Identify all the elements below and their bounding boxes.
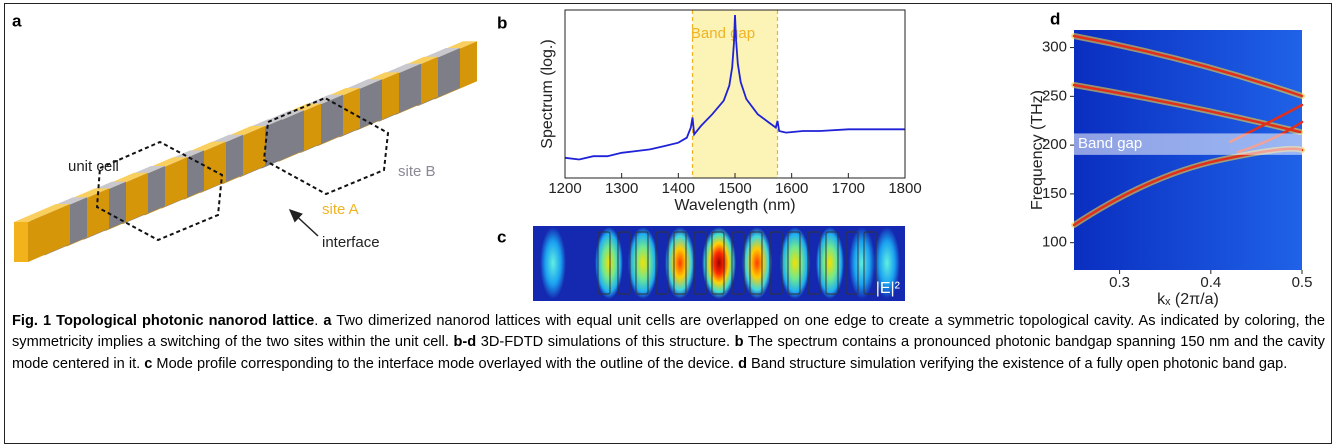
unit-cell-outline — [262, 96, 390, 196]
rod-outline — [787, 231, 801, 295]
field-lobe — [816, 227, 844, 299]
field-lobe — [780, 227, 810, 299]
x-tick-label: 1800 — [888, 180, 921, 197]
site-a-label: site A — [322, 201, 359, 218]
x-tick-label: 0.3 — [1109, 274, 1130, 291]
rod-outline — [673, 231, 687, 295]
panel-label: d — [1050, 9, 1060, 28]
caption-run: The spectrum contains a pronounced photo… — [12, 334, 1325, 372]
rod-outline — [749, 231, 763, 295]
x-tick-label: 1500 — [718, 180, 751, 197]
rod-outline — [617, 231, 631, 295]
rod-outline — [769, 231, 783, 295]
caption-bold-run: b-d — [453, 334, 477, 351]
caption-run: 3D-FDTD simulations of this structure. — [476, 334, 735, 351]
field-lobe — [742, 227, 772, 299]
field-lobe — [702, 227, 736, 299]
band-structure-plot: Band gap 100 150 200 250 300 0.3 0.4 0.5 kₓ (2π/a… — [1029, 39, 1312, 309]
unit-cell-outline — [95, 140, 224, 242]
field-lobe — [628, 227, 658, 299]
y-tick-label: 300 — [1042, 39, 1067, 56]
rod-outline — [731, 231, 745, 295]
band-gap-region — [1074, 133, 1302, 155]
mode-profile — [540, 227, 900, 299]
spectrum-line — [564, 14, 905, 161]
x-tick-label: 0.5 — [1292, 274, 1313, 291]
spectrum-plot: Band gap 1200 1300 1400 1500 1600 1700 1800 Wave… — [539, 9, 922, 214]
field-lobe — [665, 227, 695, 299]
x-tick-label: 1300 — [605, 180, 638, 197]
caption-bold-run: Fig. 1 Topological photonic nanorod latt… — [12, 313, 315, 329]
rod-outline — [863, 231, 877, 295]
caption-run: Two dimerized nanorod lattices with equa… — [12, 313, 1326, 351]
interface-label: interface — [322, 234, 380, 251]
y-tick-label: 250 — [1042, 87, 1067, 104]
rod-outline — [807, 231, 821, 295]
rod-front — [14, 222, 28, 262]
field-lobe — [874, 227, 900, 299]
y-axis-label: Frequency (THz) — [1029, 90, 1046, 210]
x-tick-label: 1700 — [832, 180, 865, 197]
unit-cell-label: unit cell — [68, 158, 119, 175]
rod-outline — [825, 231, 839, 295]
field-lobe — [595, 227, 623, 299]
caption-run: Band structure simulation verifying the … — [747, 355, 1288, 372]
site-b-label: site B — [398, 163, 436, 180]
nanorod-illustration — [14, 41, 477, 262]
panel-label: a — [12, 11, 22, 30]
x-axis-label: Wavelength (nm) — [674, 197, 795, 214]
field-label: |E|² — [876, 280, 901, 297]
x-axis-label: kₓ (2π/a) — [1157, 291, 1219, 308]
y-tick-label: 100 — [1042, 234, 1067, 251]
caption-run: . — [314, 313, 324, 329]
caption-bold-run: d — [738, 355, 747, 372]
x-tick-label: 1200 — [548, 180, 581, 197]
rod-outline — [597, 231, 611, 295]
y-tick-label: 200 — [1042, 136, 1067, 153]
rod-outline — [655, 231, 669, 295]
field-lobe — [849, 227, 875, 299]
figure-border — [4, 3, 1332, 444]
rod-outline — [845, 231, 859, 295]
y-axis-label: Spectrum (log.) — [539, 39, 556, 148]
caption-run: Mode profile corresponding to the interf… — [152, 355, 739, 372]
caption-bold-run: b — [734, 334, 744, 351]
rod-outline — [635, 231, 649, 295]
y-tick-label: 150 — [1042, 185, 1067, 202]
band-gap-label: Band gap — [691, 25, 755, 42]
x-tick-label: 1400 — [662, 180, 695, 197]
rod-outline — [693, 231, 707, 295]
band-gap-label: Band gap — [1078, 135, 1142, 152]
x-tick-label: 1600 — [775, 180, 808, 197]
rod-outline — [711, 231, 725, 295]
figure-caption: Fig. 1 Topological photonic nanorod latt… — [12, 311, 1325, 375]
panel-label: b — [497, 13, 507, 32]
rod-side — [28, 204, 70, 262]
interface-arrow — [288, 208, 319, 237]
rod-top — [14, 204, 70, 222]
caption-bold-run: a — [323, 313, 332, 329]
x-tick-label: 0.4 — [1200, 274, 1221, 291]
caption-bold-run: c — [144, 355, 153, 372]
field-lobe — [540, 227, 566, 299]
panel-label: c — [497, 227, 506, 246]
